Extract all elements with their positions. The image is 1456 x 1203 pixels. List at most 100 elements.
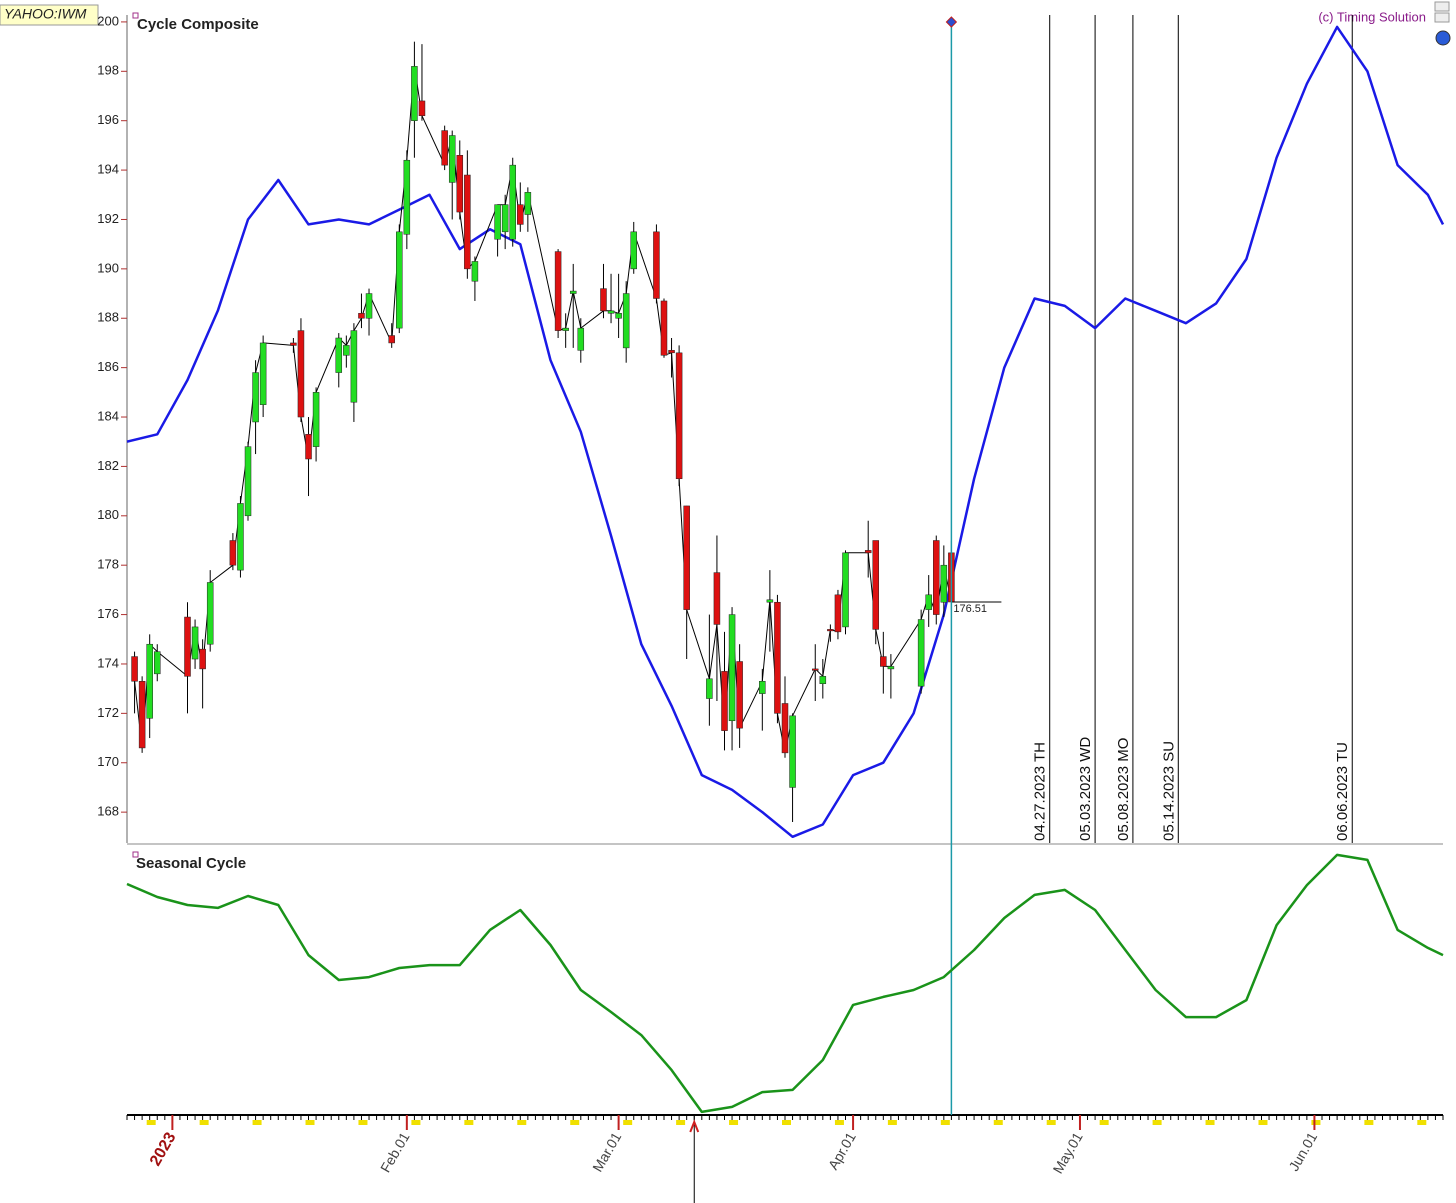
y-tick-label: 194	[97, 162, 119, 177]
candle-body	[827, 629, 834, 632]
y-tick-label: 176	[97, 606, 119, 621]
candle-body	[683, 505, 690, 610]
axis-week-box	[305, 1120, 315, 1125]
candle-body	[940, 564, 948, 603]
axis-week-box	[1205, 1120, 1215, 1125]
axis-week-box	[517, 1120, 527, 1125]
date-label: 06.06.2023 TU	[1334, 742, 1351, 841]
candle-body	[297, 330, 305, 418]
candle-body	[562, 327, 569, 331]
candle-body	[237, 503, 244, 571]
candle-body	[396, 231, 403, 329]
candle-body	[766, 599, 774, 603]
scroll-button[interactable]	[1434, 12, 1450, 23]
candle-body	[925, 594, 932, 610]
candle-body	[759, 681, 766, 694]
candle-body	[728, 614, 736, 722]
cursor-marker	[945, 16, 958, 28]
date-label: 04.27.2023 TH	[1032, 742, 1049, 841]
candle-body	[812, 668, 819, 671]
candle-body	[335, 337, 343, 373]
candle-body	[244, 446, 252, 517]
candle-body	[154, 651, 161, 675]
axis-week-box	[252, 1120, 262, 1125]
y-tick-label: 170	[97, 754, 119, 769]
candle-body	[501, 204, 509, 233]
candle-body	[259, 342, 267, 405]
candle-body	[131, 656, 138, 682]
candle-body	[713, 572, 721, 625]
candle-body	[448, 135, 456, 183]
candle-body	[887, 666, 895, 670]
candle-body	[607, 310, 615, 314]
axis-week-box	[782, 1120, 791, 1125]
credit: (c) Timing Solution	[1318, 9, 1426, 24]
candle-body	[464, 174, 471, 270]
axis-week-box	[146, 1120, 156, 1125]
candle-body	[206, 582, 214, 645]
candle-body	[706, 678, 713, 699]
axis-week-box	[940, 1120, 950, 1125]
axis-week-box	[199, 1120, 209, 1125]
axis-week-box	[887, 1120, 897, 1125]
panel-title: Cycle Composite	[137, 16, 259, 33]
y-tick-label: 182	[97, 458, 119, 473]
axis-week-box	[1258, 1120, 1268, 1125]
globe-icon[interactable]	[1435, 30, 1451, 46]
candle-body	[834, 594, 842, 633]
axis-week-box	[1364, 1120, 1374, 1125]
axis-week-box	[993, 1120, 1003, 1125]
panel-icon	[132, 851, 139, 858]
candle-body	[842, 552, 849, 628]
cycle-composite-line	[126, 25, 1445, 839]
date-label: 05.14.2023 SU	[1160, 741, 1177, 841]
y-tick-label: 174	[97, 655, 119, 670]
candle-body	[229, 540, 237, 566]
y-tick-label: 190	[97, 260, 119, 275]
candle-body	[441, 130, 448, 166]
axis-week-box	[1046, 1120, 1056, 1125]
y-tick-label: 172	[97, 705, 119, 720]
candle-body	[365, 293, 373, 319]
seasonal-cycle-line	[126, 853, 1444, 1114]
candle-body	[872, 540, 880, 630]
candle-body	[653, 231, 660, 299]
candle-body	[554, 251, 562, 331]
candle-body	[494, 204, 501, 240]
candle-body	[290, 342, 297, 346]
candle-body	[305, 434, 312, 460]
y-tick-label: 178	[97, 557, 119, 572]
marker-arrow	[689, 1119, 700, 1133]
candle-body	[789, 715, 796, 788]
axis-week-box	[676, 1120, 686, 1125]
candle-body	[933, 540, 940, 615]
candle-body	[358, 313, 365, 319]
candle-body	[569, 290, 577, 294]
axis-week-box	[464, 1120, 474, 1125]
y-tick-label: 180	[97, 507, 119, 522]
candle-body	[199, 648, 206, 670]
y-tick-label: 168	[97, 804, 119, 819]
y-tick-label: 188	[97, 310, 119, 325]
candle-body	[781, 703, 789, 754]
axis-week-box	[358, 1120, 368, 1125]
date-label: 05.08.2023 MO	[1115, 738, 1132, 841]
date-label: 05.03.2023 WD	[1077, 737, 1094, 841]
candle-body	[411, 66, 418, 121]
candle-body	[138, 681, 146, 749]
axis-week-box	[1417, 1120, 1427, 1125]
candle-body	[191, 626, 199, 660]
candle-body	[343, 345, 350, 356]
axis-week-box	[834, 1120, 844, 1125]
symbol-box	[0, 4, 99, 26]
candle-body	[146, 643, 153, 719]
scroll-button[interactable]	[1434, 1, 1450, 12]
axis-week-box	[1152, 1120, 1162, 1125]
axis-week-box	[1099, 1120, 1109, 1125]
candle-body	[517, 204, 524, 225]
y-tick-label: 200	[97, 13, 119, 28]
candle-body	[403, 159, 411, 235]
candle-body	[880, 656, 887, 667]
candle-body	[622, 293, 630, 349]
